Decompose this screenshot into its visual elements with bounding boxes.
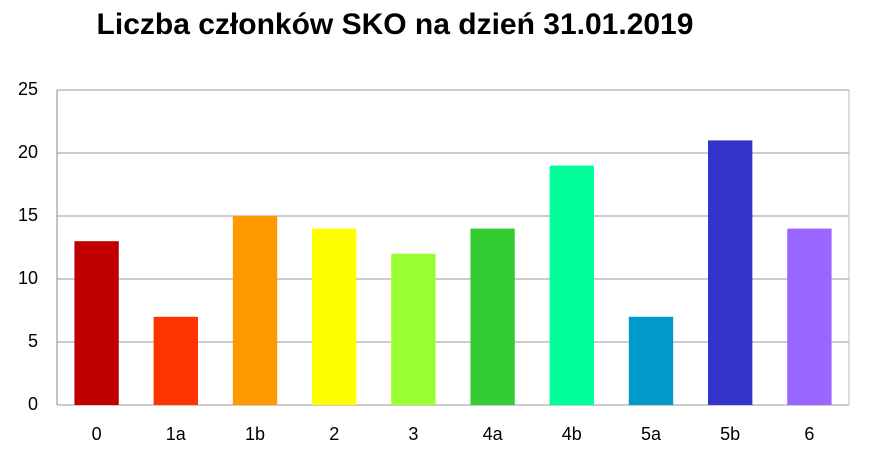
bar: [153, 316, 198, 405]
y-tick-label: 15: [18, 205, 38, 225]
bar: [312, 228, 357, 405]
x-tick-label: 5b: [720, 424, 740, 444]
bar: [787, 228, 832, 405]
x-tick-label: 1a: [166, 424, 187, 444]
bar: [391, 253, 436, 405]
y-tick-label: 5: [28, 331, 38, 351]
chart-title: Liczba członków SKO na dzień 31.01.2019: [97, 8, 694, 41]
x-tick-label: 5a: [641, 424, 662, 444]
x-tick-label: 2: [329, 424, 339, 444]
y-tick-label: 10: [18, 268, 38, 288]
bar: [74, 241, 119, 405]
bar: [549, 165, 594, 405]
bar: [232, 216, 278, 405]
x-tick-label: 1b: [245, 424, 265, 444]
bar: [708, 140, 753, 405]
bar: [628, 316, 674, 405]
x-tick-label: 0: [92, 424, 102, 444]
y-tick-label: 20: [18, 142, 38, 162]
x-tick-label: 6: [804, 424, 814, 444]
y-tick-label: 25: [18, 79, 38, 99]
x-tick-label: 4b: [562, 424, 582, 444]
bar: [470, 228, 515, 405]
y-tick-label: 0: [28, 394, 38, 414]
x-tick-label: 4a: [483, 424, 504, 444]
x-tick-label: 3: [408, 424, 418, 444]
